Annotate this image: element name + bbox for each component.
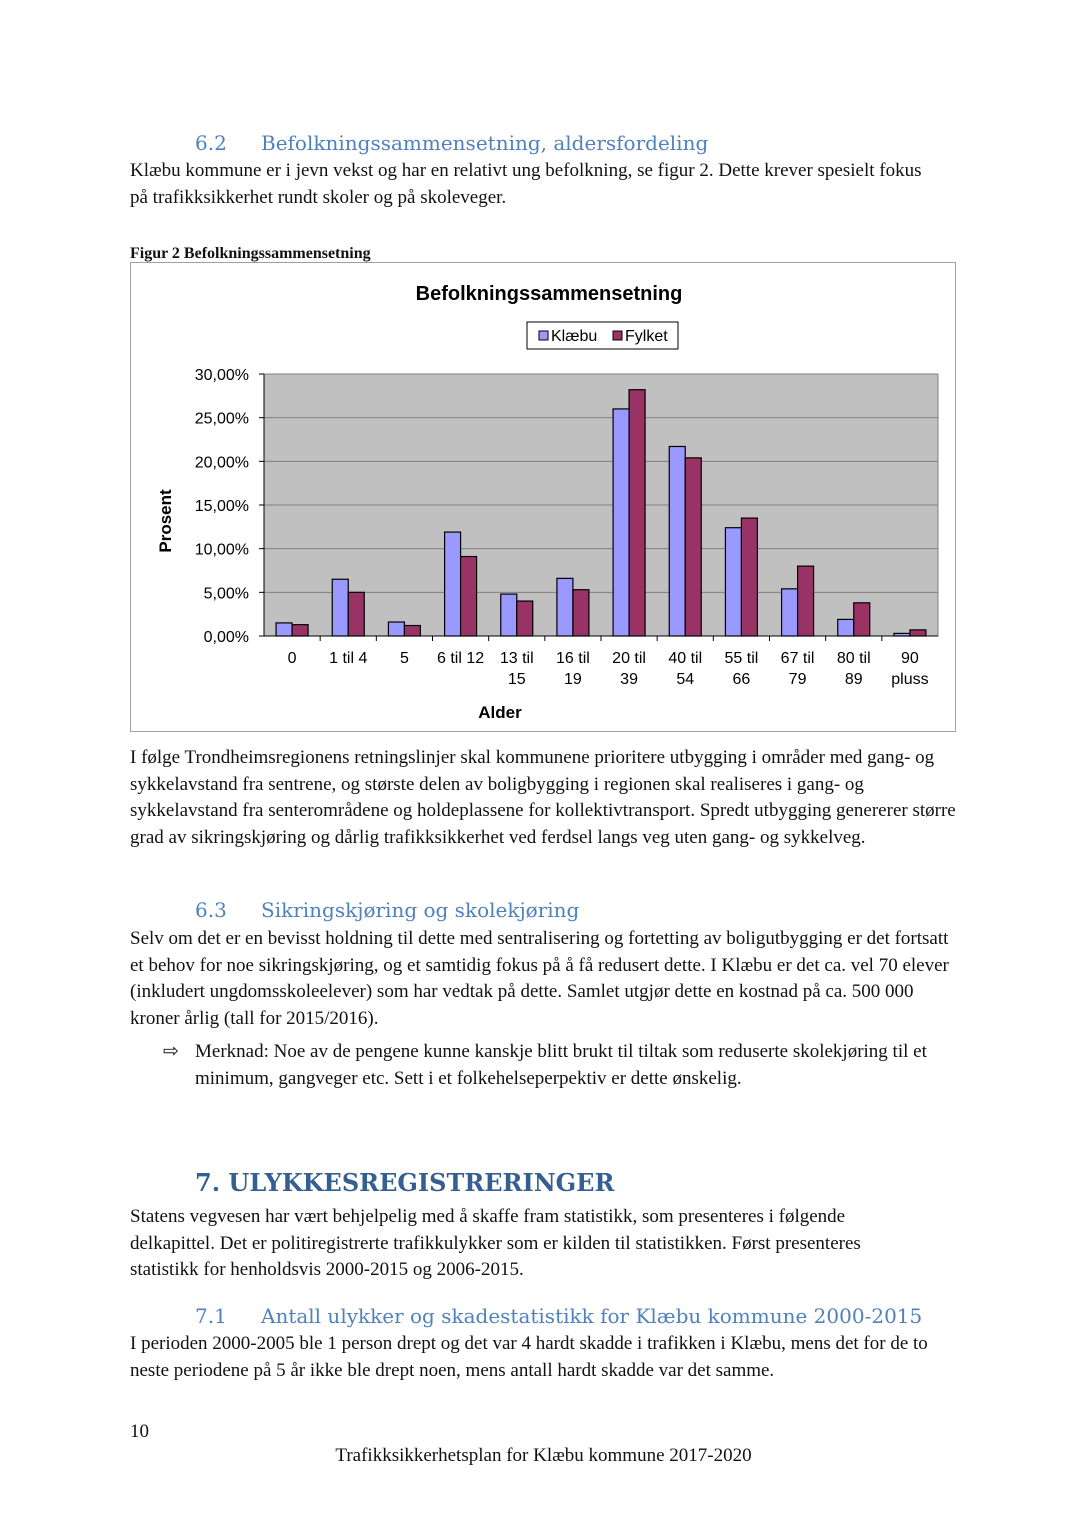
bar-klæbu-7 [668, 445, 686, 637]
y-tick-label: 0,00% [204, 629, 249, 646]
x-tick-label: 6 til 12 [437, 650, 484, 667]
chart-title: Befolkningssammensetning [416, 283, 683, 305]
bar-klæbu-9 [780, 588, 799, 637]
heading-number: 7.1 [195, 1304, 227, 1328]
y-tick-label: 10,00% [195, 542, 249, 559]
bar-klæbu-0 [275, 622, 293, 637]
bar-fylket-4 [516, 600, 534, 637]
paragraph: Selv om det er en bevisst holdning til d… [130, 928, 949, 1029]
legend-label-0: Klæbu [551, 328, 597, 345]
bar-klæbu-5 [556, 577, 574, 637]
bar-klæbu-8 [724, 527, 743, 637]
paragraph: I følge Trondheimsregionens retningslinj… [130, 747, 956, 848]
legend-box [526, 321, 679, 350]
legend-swatch-1 [612, 330, 623, 341]
bar-fylket-6 [628, 389, 646, 637]
heading-title: Befolkningssammensetning, aldersfordelin… [261, 131, 709, 155]
heading-title: Sikringskjøring og skolekjøring [261, 898, 580, 922]
bar-klæbu-1 [331, 578, 349, 637]
chart-container: Befolkningssammensetning Klæbu Fylket 0,00%… [130, 262, 956, 732]
x-tick-label: 67 til [781, 650, 815, 667]
legend-label-1: Fylket [625, 328, 668, 345]
section-heading-7-1: 7.1 Antall ulykker og skadestatistikk for… [195, 1303, 922, 1330]
bar-fylket-9 [796, 565, 815, 637]
footer-title: Trafikksikkerhetsplan for Klæbu kommune … [335, 1445, 752, 1466]
x-tick-label: 89 [845, 671, 863, 688]
legend-swatch-0 [538, 330, 549, 341]
heading-title: Antall ulykker og skadestatistikk for Kl… [261, 1304, 923, 1328]
x-tick-label: 15 [508, 671, 526, 688]
bar-chart: Befolkningssammensetning Klæbu Fylket 0,00%… [156, 283, 939, 722]
x-tick-label: pluss [891, 671, 928, 688]
y-tick-label: 15,00% [195, 498, 249, 515]
paragraph: Statens vegvesen har vært behjelpelig me… [130, 1206, 861, 1280]
bar-fylket-3 [459, 555, 478, 637]
bar-fylket-5 [572, 589, 590, 637]
x-tick-label: 20 til [612, 650, 646, 667]
heading-number: 6.2 [195, 131, 227, 155]
paragraph: I perioden 2000-2005 ble 1 person drept … [130, 1333, 928, 1381]
bar-klæbu-11 [893, 632, 911, 637]
heading-title: ULYKKESREGISTRERINGER [228, 1168, 615, 1197]
x-tick-label: 55 til [725, 650, 759, 667]
x-tick-label: 39 [620, 671, 638, 688]
x-tick-label: 5 [400, 650, 409, 667]
paragraph: Klæbu kommune er i jevn vekst og har en … [130, 160, 922, 208]
x-tick-label: 19 [564, 671, 582, 688]
section-heading-6-3: 6.3 Sikringskjøring og skolekjøring [195, 897, 579, 924]
arrow-right-outline-icon: ⇨ [163, 1041, 179, 1062]
heading-number: 7. [195, 1168, 221, 1197]
bar-klæbu-4 [500, 593, 518, 637]
x-tick-label: 90 [901, 650, 919, 667]
section-heading-6-2: 6.2 Befolkningssammensetning, aldersforde… [195, 130, 708, 157]
x-tick-label: 40 til [668, 650, 702, 667]
x-tick-label: 80 til [837, 650, 871, 667]
bar-fylket-0 [291, 624, 309, 637]
y-tick-label: 30,00% [195, 367, 249, 384]
y-tick-label: 5,00% [204, 585, 249, 602]
y-axis-label: Prosent [156, 489, 175, 553]
page-number: 10 [130, 1421, 149, 1442]
bar-klæbu-3 [443, 531, 462, 637]
x-tick-label: 54 [676, 671, 694, 688]
y-tick-label: 20,00% [195, 454, 249, 471]
x-tick-label: 0 [288, 650, 297, 667]
y-tick-label: 25,00% [195, 411, 249, 428]
figure-caption: Figur 2 Befolkningssammensetning [130, 245, 371, 262]
x-tick-label: 79 [789, 671, 807, 688]
bar-fylket-7 [684, 457, 702, 637]
bar-fylket-2 [403, 624, 422, 637]
bar-fylket-1 [347, 591, 365, 637]
bar-fylket-10 [853, 602, 871, 637]
x-axis-label: Alder [478, 703, 522, 722]
x-tick-label: 13 til [500, 650, 534, 667]
bar-klæbu-6 [612, 408, 630, 637]
note-paragraph: Merknad: Noe av de pengene kunne kanskje… [195, 1041, 927, 1089]
x-tick-label: 16 til [556, 650, 590, 667]
heading-number: 6.3 [195, 898, 227, 922]
x-tick-label: 1 til 4 [329, 650, 367, 667]
x-tick-label: 66 [733, 671, 751, 688]
bar-fylket-8 [740, 517, 759, 637]
bar-fylket-11 [909, 629, 927, 637]
bar-klæbu-10 [837, 618, 855, 637]
bar-klæbu-2 [387, 621, 406, 637]
section-heading-7: 7. ULYKKESREGISTRERINGER [195, 1168, 615, 1197]
